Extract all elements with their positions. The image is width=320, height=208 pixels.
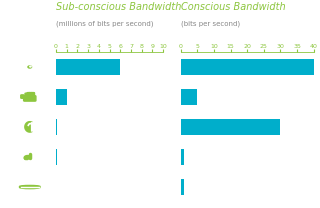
Text: Sub-conscious Bandwidth: Sub-conscious Bandwidth <box>56 2 181 12</box>
Text: Conscious Bandwidth: Conscious Bandwidth <box>181 2 285 12</box>
Bar <box>56 59 120 75</box>
Circle shape <box>27 65 33 69</box>
Polygon shape <box>24 121 33 133</box>
Bar <box>181 89 197 105</box>
Text: (millions of bits per second): (millions of bits per second) <box>56 21 154 27</box>
FancyBboxPatch shape <box>21 95 24 98</box>
Bar <box>181 149 184 165</box>
Polygon shape <box>33 64 41 70</box>
Bar <box>181 119 280 135</box>
FancyBboxPatch shape <box>29 93 32 97</box>
Bar <box>181 59 314 75</box>
FancyBboxPatch shape <box>27 93 30 97</box>
Text: (bits per second): (bits per second) <box>181 21 240 27</box>
Bar <box>56 89 67 105</box>
Circle shape <box>28 66 32 68</box>
Bar <box>56 149 57 165</box>
FancyBboxPatch shape <box>31 93 35 97</box>
Bar <box>56 119 57 135</box>
FancyBboxPatch shape <box>24 96 36 101</box>
Bar <box>181 179 184 194</box>
Circle shape <box>30 66 31 67</box>
FancyBboxPatch shape <box>25 93 28 97</box>
Ellipse shape <box>20 186 40 188</box>
Ellipse shape <box>20 186 40 189</box>
